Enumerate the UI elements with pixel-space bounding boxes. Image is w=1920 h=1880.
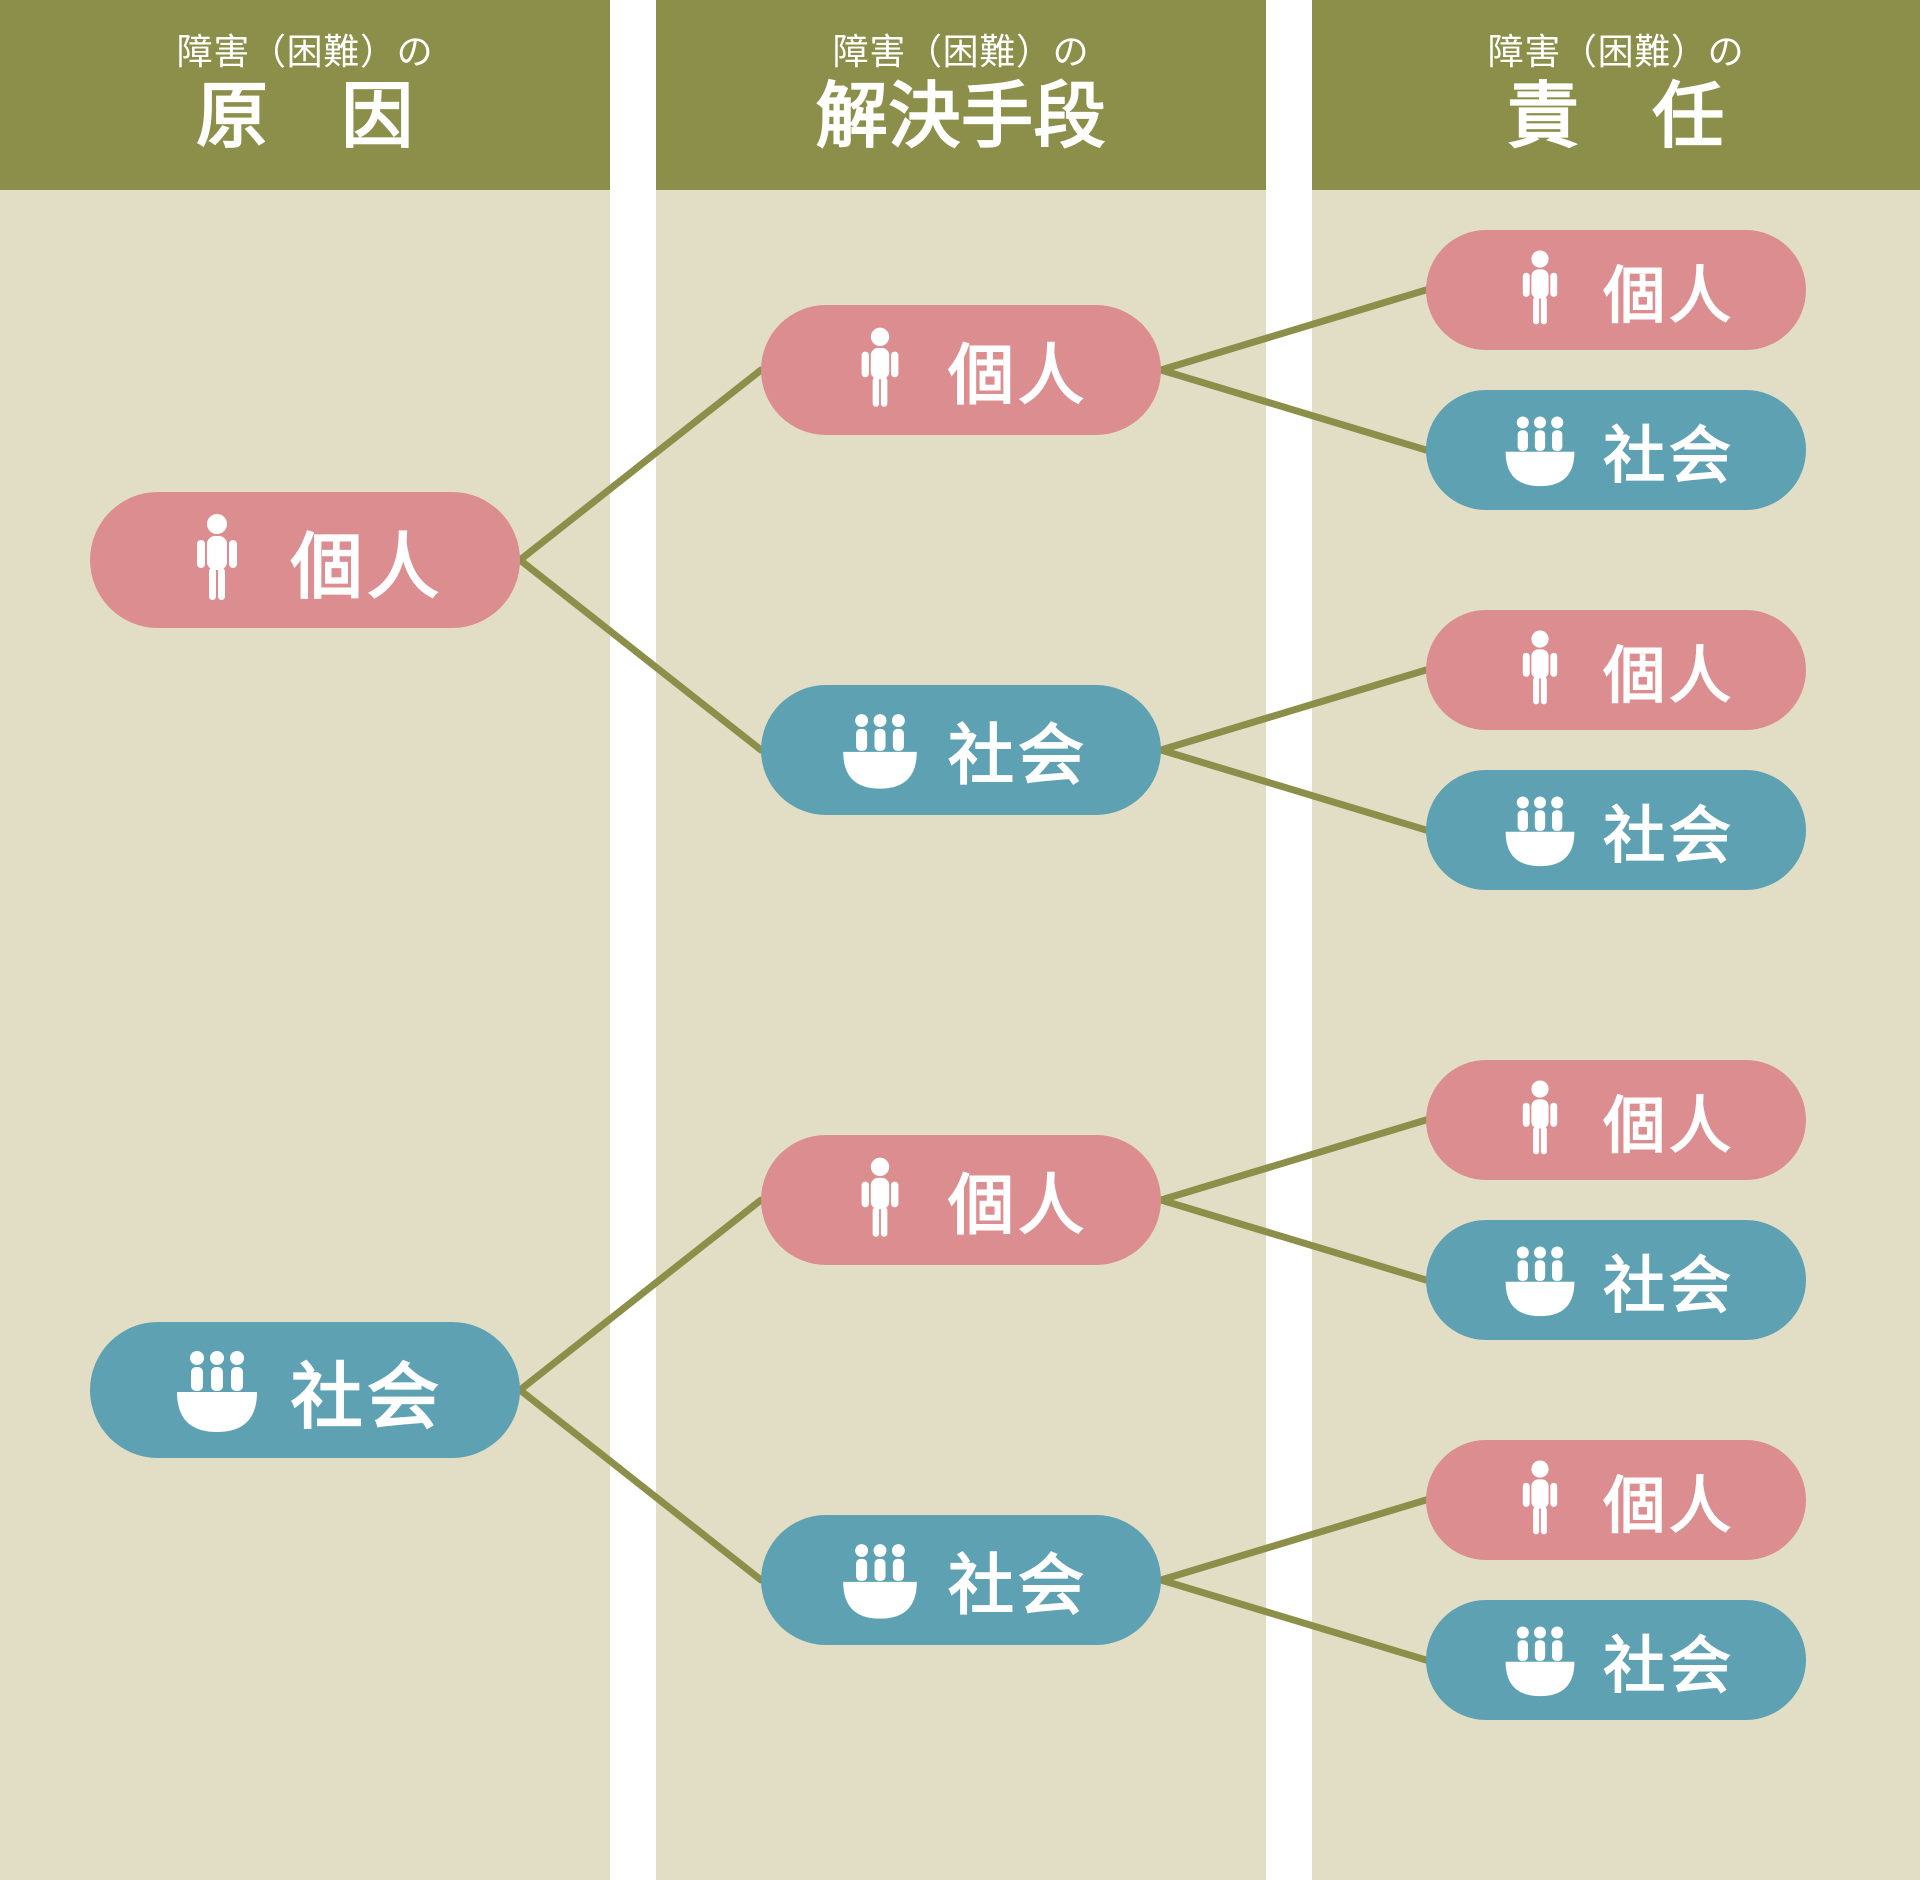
node-label: 個人 [1603,1455,1734,1545]
person-icon [1497,247,1583,333]
column-body-cause [0,190,610,1880]
person-icon [834,324,926,416]
society-icon [1497,1237,1583,1323]
society-icon [834,704,926,796]
person-icon [1497,627,1583,713]
header-big: 責 任 [1507,76,1725,159]
node-label: 個人 [291,508,444,613]
node-L3h-society-pill: 社会 [1426,1600,1806,1720]
header-small: 障害（困難）の [177,31,433,72]
person-icon [834,1154,926,1246]
society-icon [834,1534,926,1626]
node-L3c-individual-pill: 個人 [1426,610,1806,730]
node-label: 社会 [1603,1615,1734,1705]
node-L3a-individual-pill: 個人 [1426,230,1806,350]
diagram-stage: 障害（困難）の 原 因 障害（困難）の 解決手段 障害（困難）の 責 任 個人 … [0,0,1920,1880]
node-label: 社会 [948,1532,1088,1628]
node-label: 社会 [1603,405,1734,495]
node-L2b-society-pill: 社会 [761,685,1161,815]
node-label: 個人 [948,1152,1088,1248]
node-L3d-society-pill: 社会 [1426,770,1806,890]
node-label: 個人 [948,322,1088,418]
column-header-means: 障害（困難）の 解決手段 [656,0,1266,190]
header-big: 原 因 [196,76,414,159]
column-header-cause: 障害（困難）の 原 因 [0,0,610,190]
person-icon [1497,1077,1583,1163]
society-icon [1497,1617,1583,1703]
person-icon [1497,1457,1583,1543]
node-L2c-individual-pill: 個人 [761,1135,1161,1265]
node-label: 個人 [1603,245,1734,335]
society-icon [1497,407,1583,493]
node-label: 社会 [1603,1235,1734,1325]
node-label: 社会 [948,702,1088,798]
society-icon [167,1340,267,1440]
node-L1b-society-pill: 社会 [90,1322,520,1458]
column-header-responsibility: 障害（困難）の 責 任 [1312,0,1920,190]
header-small: 障害（困難）の [1488,31,1744,72]
header-big: 解決手段 [816,76,1107,159]
node-L2a-individual-pill: 個人 [761,305,1161,435]
person-icon [167,510,267,610]
node-L2d-society-pill: 社会 [761,1515,1161,1645]
node-L1a-individual-pill: 個人 [90,492,520,628]
society-icon [1497,787,1583,873]
node-L3e-individual-pill: 個人 [1426,1060,1806,1180]
header-small: 障害（困難）の [833,31,1089,72]
node-label: 社会 [291,1338,444,1443]
node-L3f-society-pill: 社会 [1426,1220,1806,1340]
node-label: 社会 [1603,785,1734,875]
node-L3g-individual-pill: 個人 [1426,1440,1806,1560]
node-L3b-society-pill: 社会 [1426,390,1806,510]
node-label: 個人 [1603,625,1734,715]
node-label: 個人 [1603,1075,1734,1165]
